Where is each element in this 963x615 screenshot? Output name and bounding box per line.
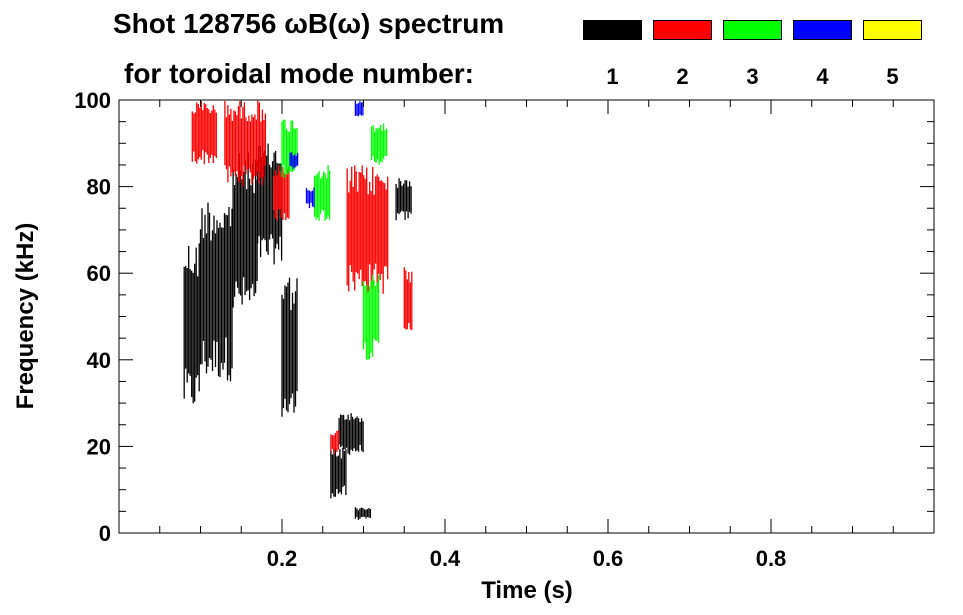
- y-tick-label-4: 80: [87, 175, 111, 200]
- legend-swatch-mode-5: [863, 20, 922, 40]
- mode-4-region-2: [354, 100, 364, 117]
- mode-1-region-1: [199, 202, 233, 382]
- mode-3-region-1: [313, 165, 331, 221]
- legend-label-mode-1: 1: [606, 64, 619, 89]
- mode-2-region-0: [191, 101, 217, 165]
- y-tick-label-1: 20: [87, 434, 111, 459]
- mode-4-region-1: [305, 187, 315, 209]
- y-tick-label-3: 60: [87, 261, 111, 286]
- y-tick-label-2: 40: [87, 348, 111, 373]
- y-tick-labels: 0 20 40 60 80 100: [74, 88, 111, 546]
- legend-label-mode-2: 2: [676, 64, 689, 89]
- mode-2-region-5: [330, 430, 340, 455]
- mode-1-region-8: [395, 178, 412, 221]
- y-tick-label-5: 100: [74, 88, 111, 113]
- mode-1-region-0: [183, 243, 200, 404]
- legend-swatch-mode-1: [583, 20, 642, 40]
- mode-3-region-0: [281, 119, 298, 178]
- x-tick-labels: 0.2 0.4 0.6 0.8: [267, 546, 787, 571]
- legend-label-mode-3: 3: [746, 64, 759, 89]
- legend-label-mode-4: 4: [816, 64, 829, 89]
- axis-ticks: [118, 99, 935, 534]
- mode-4-region-0: [289, 152, 299, 169]
- x-axis-label: Time (s): [481, 577, 573, 604]
- chart-subtitle: for toroidal mode number:: [124, 58, 474, 89]
- spectrum-data: [183, 100, 413, 520]
- y-axis-label: Frequency (kHz): [12, 223, 39, 410]
- x-tick-label-0: 0.2: [267, 546, 298, 571]
- legend-swatch-mode-3: [723, 20, 782, 40]
- legend-label-mode-5: 5: [886, 64, 899, 89]
- x-tick-label-3: 0.8: [756, 546, 787, 571]
- mode-1-region-7: [354, 507, 372, 520]
- mode-1-region-2: [232, 152, 258, 308]
- legend-swatch-mode-2: [653, 20, 712, 40]
- mode-2-region-3: [346, 165, 389, 294]
- legend-swatch-mode-4: [793, 20, 852, 40]
- x-tick-label-2: 0.6: [593, 546, 624, 571]
- mode-2-region-1: [224, 100, 267, 187]
- mode-3-region-3: [370, 123, 388, 165]
- mode-1-region-6: [338, 413, 364, 455]
- mode-2-region-4: [403, 267, 413, 331]
- mode-1-region-4: [281, 277, 298, 417]
- mode-2-region-2: [273, 165, 290, 221]
- mode-1-region-5: [330, 447, 347, 499]
- x-tick-label-1: 0.4: [430, 546, 461, 571]
- y-tick-label-0: 0: [99, 521, 111, 546]
- mode-3-region-2: [362, 274, 380, 360]
- chart-title: Shot 128756 ωB(ω) spectrum: [113, 8, 505, 39]
